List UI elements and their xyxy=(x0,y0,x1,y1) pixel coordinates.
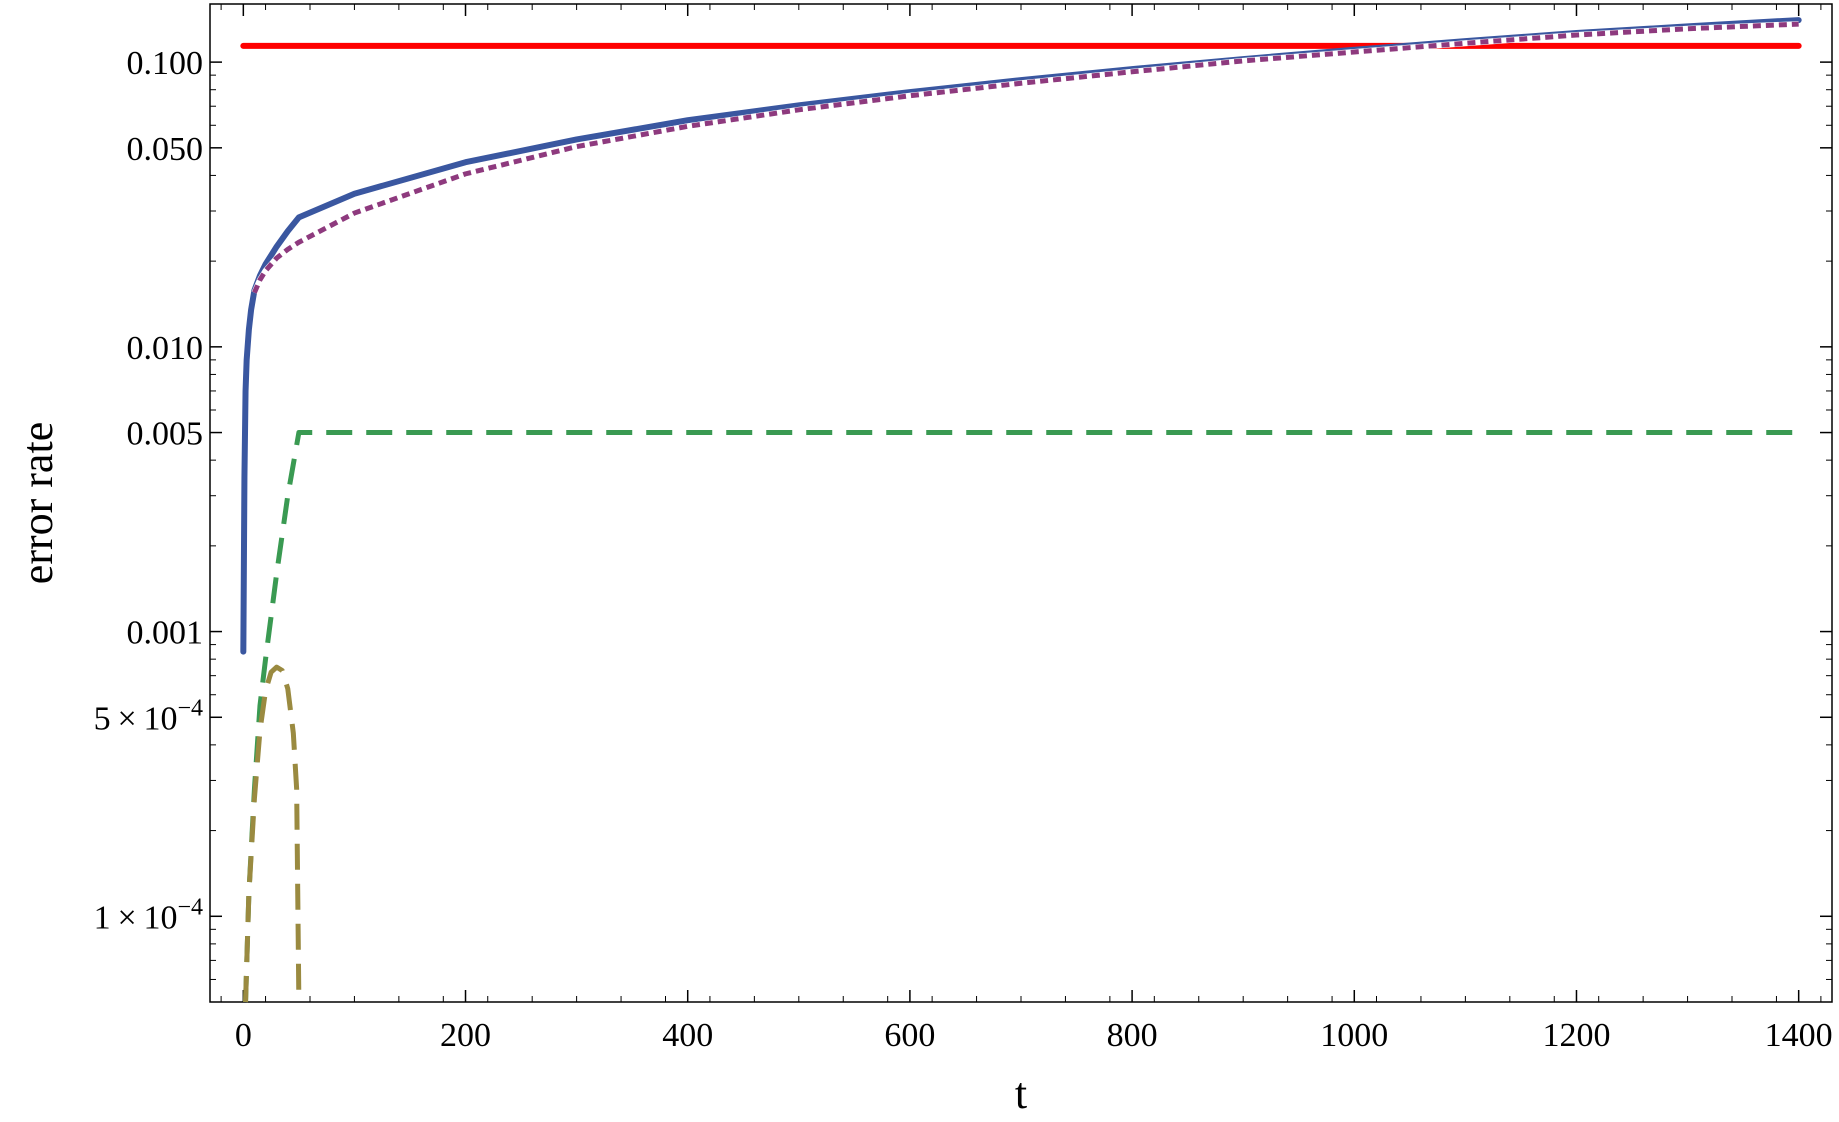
x-tick-label: 1000 xyxy=(1320,1017,1388,1054)
y-axis-title: error rate xyxy=(13,422,62,584)
y-tick-label: 0.050 xyxy=(127,131,204,168)
x-tick-label: 200 xyxy=(440,1017,491,1054)
y-tick-label: 0.100 xyxy=(127,45,204,82)
y-tick-label: 0.005 xyxy=(127,416,204,453)
x-tick-label: 1200 xyxy=(1542,1017,1610,1054)
series-layer xyxy=(240,17,1802,1003)
series-line-3 xyxy=(252,21,1799,294)
y-tick-exponent: −4 xyxy=(177,695,203,721)
y-tick-mantissa: 5 × 10 xyxy=(94,700,178,737)
x-tick-label: 0 xyxy=(235,1017,252,1054)
series-line-2 xyxy=(240,17,1802,655)
x-tick-label: 400 xyxy=(662,1017,713,1054)
y-tick-label: 1 × 10−4 xyxy=(94,894,203,936)
x-tick-label: 800 xyxy=(1107,1017,1158,1054)
y-tick-mantissa: 1 × 10 xyxy=(94,899,178,936)
y-tick-label: 0.001 xyxy=(127,615,204,652)
plot-frame xyxy=(209,3,1833,1003)
x-tick-labels: 0 200 400 600 800 1000 1200 1400 xyxy=(235,1017,1833,1054)
y-tick-labels: 1 × 10−45 × 10−40.0010.0050.0100.0500.10… xyxy=(94,45,203,936)
series-line-4 xyxy=(243,430,1799,1003)
y-tick-label: 5 × 10−4 xyxy=(94,695,203,737)
y-tick-label: 0.010 xyxy=(127,330,204,367)
axis-ticks xyxy=(210,4,1832,1002)
x-tick-label: 600 xyxy=(884,1017,935,1054)
series-line-5 xyxy=(243,664,302,1003)
x-tick-label: 1400 xyxy=(1765,1017,1833,1054)
x-axis-title: t xyxy=(1015,1069,1027,1118)
y-tick-exponent: −4 xyxy=(177,894,203,920)
